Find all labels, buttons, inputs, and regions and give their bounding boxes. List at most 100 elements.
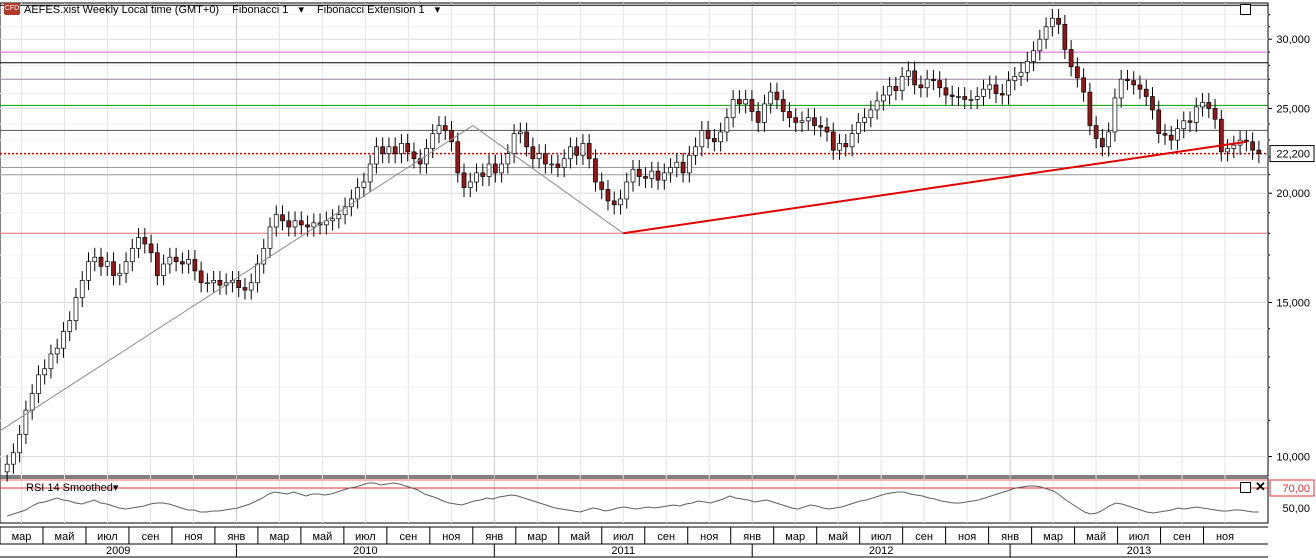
dropdown-caret-icon[interactable]: ▾ [112, 482, 119, 494]
candle-body [1106, 131, 1112, 148]
candle-body [680, 161, 686, 174]
close-icon[interactable]: ✕ [1255, 479, 1266, 494]
candle-body [1062, 23, 1068, 50]
candle-body [286, 220, 292, 228]
candle-body [536, 153, 542, 160]
candle-body [699, 130, 705, 148]
candle-body [755, 111, 761, 123]
candle-body [123, 261, 129, 274]
price-tick-label: 20,000 [1276, 188, 1310, 200]
candle-body [486, 163, 492, 177]
rsi-label[interactable]: RSI 14 Smoothed [26, 482, 113, 494]
price-tick-label: 25,000 [1276, 103, 1310, 115]
maximize-main-button[interactable] [1240, 4, 1251, 15]
month-label: мар [269, 531, 289, 543]
candle-body [1031, 50, 1036, 62]
candle-body [449, 130, 454, 143]
candle-body [561, 158, 567, 168]
candle-body [517, 131, 523, 134]
candle-body [330, 218, 335, 222]
candle-body [198, 270, 204, 284]
candle-body [1168, 134, 1174, 141]
candle-body [86, 261, 91, 281]
candle-body [580, 143, 586, 156]
month-label: июл [613, 531, 634, 543]
candle-body [273, 214, 279, 228]
candle-body [661, 172, 667, 181]
candle-body [855, 122, 861, 134]
candle-body [355, 187, 360, 200]
candle-body [1193, 106, 1199, 123]
candle-body [1131, 80, 1137, 86]
candle-body [574, 146, 580, 156]
candle-body [686, 154, 692, 174]
dropdown-caret-icon[interactable]: ▾ [434, 4, 441, 16]
candle-body [849, 133, 855, 148]
candle-body [1200, 102, 1205, 108]
candle-body [655, 170, 661, 181]
last-price-label: 22,200 [1276, 149, 1310, 161]
candle-body [1250, 141, 1255, 151]
symbol-label[interactable]: AEFES.xist Weekly Local time (GMT+0) [24, 4, 220, 16]
candle-body [718, 131, 723, 143]
candle-body [780, 99, 786, 112]
candle-body [1231, 144, 1237, 149]
candle-body [593, 158, 598, 183]
candle-body [111, 261, 116, 276]
candle-body [899, 76, 905, 92]
candle-body [148, 243, 154, 254]
candle-body [1112, 97, 1118, 133]
year-label: 2012 [869, 545, 893, 557]
candle-body [1256, 149, 1262, 154]
candle-body [474, 172, 479, 183]
month-label: ноя [442, 531, 460, 543]
candle-body [880, 94, 886, 102]
candle-body [943, 87, 949, 96]
candle-body [862, 117, 867, 123]
candle-body [586, 143, 592, 160]
candle-body [737, 99, 742, 105]
candle-body [79, 280, 85, 298]
candle-body [1187, 120, 1193, 123]
candle-body [805, 117, 811, 122]
candle-body [799, 120, 805, 123]
month-label: ноя [700, 531, 718, 543]
candle-body [1225, 148, 1230, 153]
month-label: сен [399, 531, 417, 543]
year-label: 2010 [353, 545, 377, 557]
month-label: мар [527, 531, 547, 543]
candle-body [605, 189, 611, 202]
candle-body [242, 287, 248, 291]
dropdown-caret-icon[interactable]: ▾ [298, 4, 304, 16]
candle-body [36, 374, 41, 394]
candle-body [762, 103, 767, 123]
candle-body [743, 99, 749, 105]
maximize-rsi-button[interactable] [1240, 482, 1251, 493]
candle-body [693, 146, 698, 156]
candle-body [611, 200, 617, 206]
candle-body [812, 117, 817, 126]
study-fibonacci-extension[interactable]: Fibonacci Extension 1 [317, 4, 425, 16]
year-label: 2013 [1127, 545, 1151, 557]
month-label: июл [355, 531, 376, 543]
candle-body [1156, 109, 1162, 134]
candle-body [399, 143, 404, 154]
candle-body [511, 133, 517, 154]
candle-body [543, 153, 548, 165]
candle-body [599, 181, 605, 190]
candle-body [455, 141, 461, 174]
candle-body [918, 84, 924, 89]
candle-body [261, 247, 267, 265]
candle-body [830, 131, 836, 151]
candle-body [61, 331, 66, 349]
candle-body [730, 99, 736, 119]
time-axis: мар май июл сен ноя янв мар май июл сен ноя янв мар м… [0, 526, 1268, 558]
candle-body [461, 172, 467, 188]
study-fibonacci[interactable]: Fibonacci 1 [232, 4, 289, 16]
candle-body [180, 261, 185, 265]
rsi-tick-label: 70,00 [1282, 483, 1310, 495]
candle-body [1081, 77, 1086, 93]
month-label: янв [485, 531, 503, 543]
candle-body [1012, 76, 1018, 81]
